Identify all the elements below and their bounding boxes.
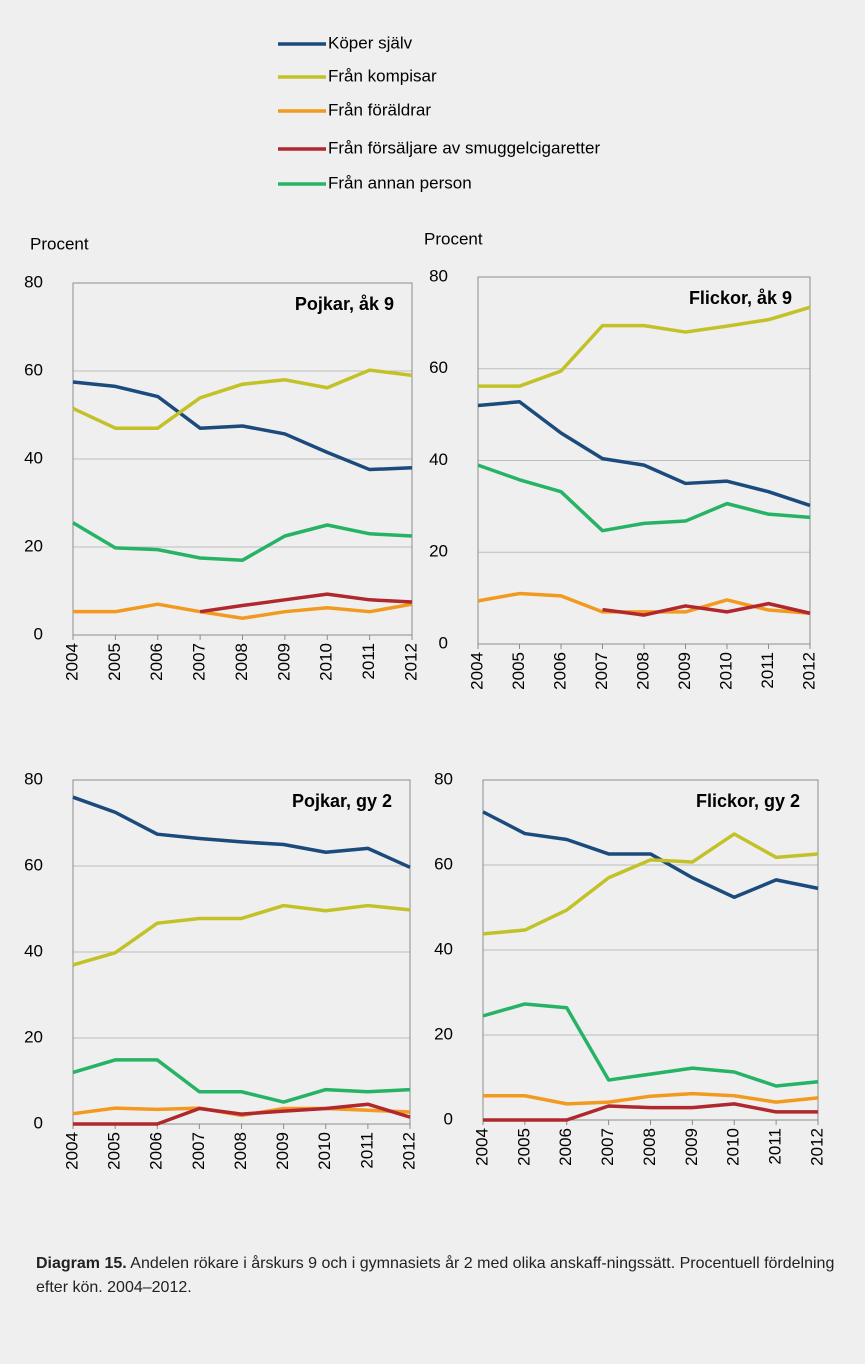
- y-axis-label: Procent: [30, 234, 89, 253]
- panel-title: Flickor, gy 2: [696, 791, 800, 811]
- x-tick-label: 2012: [807, 1128, 826, 1166]
- x-tick-label: 2010: [716, 652, 735, 690]
- line-series: [72, 368, 413, 430]
- x-tick-label: 2011: [758, 652, 777, 689]
- legend-label: Köper själv: [328, 33, 413, 52]
- legend-label: Från försäljare av smuggelcigaretter: [328, 138, 600, 157]
- x-tick-label: 2006: [147, 1132, 166, 1170]
- y-tick-label: 40: [24, 941, 43, 960]
- x-tick-label: 2007: [189, 1132, 208, 1170]
- x-tick-label: 2010: [724, 1128, 743, 1166]
- y-tick-label: 0: [34, 1113, 43, 1132]
- x-tick-label: 2012: [799, 652, 818, 690]
- caption: Diagram 15. Andelen rökare i årskurs 9 o…: [36, 1252, 836, 1300]
- x-tick-label: 2005: [105, 1132, 124, 1170]
- y-tick-label: 20: [24, 536, 43, 555]
- x-tick-label: 2012: [401, 643, 420, 681]
- line-series: [199, 592, 413, 614]
- y-tick-label: 20: [434, 1024, 453, 1043]
- line-series: [72, 380, 413, 472]
- x-tick-label: 2008: [231, 1132, 250, 1170]
- x-tick-label: 2008: [640, 1128, 659, 1166]
- x-tick-label: 2005: [509, 652, 528, 690]
- x-tick-label: 2009: [274, 643, 293, 681]
- x-tick-label: 2008: [232, 643, 251, 681]
- line-series: [482, 810, 819, 900]
- x-tick-label: 2011: [359, 643, 378, 680]
- legend-label: Från föräldrar: [328, 100, 431, 119]
- x-tick-label: 2009: [675, 652, 694, 690]
- x-tick-label: 2006: [556, 1128, 575, 1166]
- panel-title: Flickor, åk 9: [689, 288, 792, 308]
- line-series: [72, 521, 413, 562]
- line-series: [482, 832, 819, 936]
- x-tick-label: 2009: [273, 1132, 292, 1170]
- y-tick-label: 60: [434, 854, 453, 873]
- line-series: [483, 1102, 818, 1122]
- y-tick-label: 80: [434, 769, 453, 788]
- x-tick-label: 2010: [315, 1132, 334, 1170]
- x-tick-label: 2004: [62, 643, 81, 681]
- line-series: [73, 602, 413, 621]
- x-tick-label: 2009: [682, 1128, 701, 1166]
- legend-label: Från kompisar: [328, 66, 437, 85]
- x-tick-label: 2007: [190, 643, 209, 681]
- y-tick-label: 0: [444, 1109, 453, 1128]
- line-series: [482, 1002, 819, 1088]
- x-tick-label: 2004: [467, 652, 486, 690]
- y-tick-label: 80: [429, 266, 448, 285]
- x-tick-label: 2006: [550, 652, 569, 690]
- x-tick-label: 2007: [592, 652, 611, 690]
- x-tick-label: 2005: [105, 643, 124, 681]
- caption-text: Andelen rökare i årskurs 9 och i gymnasi…: [36, 1255, 835, 1296]
- x-tick-label: 2004: [472, 1128, 491, 1166]
- x-tick-label: 2012: [399, 1132, 418, 1170]
- y-tick-label: 60: [24, 855, 43, 874]
- y-tick-label: 20: [429, 542, 448, 561]
- y-tick-label: 60: [429, 358, 448, 377]
- line-series: [483, 1091, 819, 1106]
- y-axis-label: Procent: [424, 229, 483, 248]
- line-series: [72, 1058, 411, 1104]
- line-series: [477, 591, 811, 616]
- line-series: [478, 305, 811, 388]
- x-tick-label: 2006: [147, 643, 166, 681]
- y-tick-label: 80: [24, 769, 43, 788]
- y-tick-label: 40: [434, 939, 453, 958]
- x-tick-label: 2007: [598, 1128, 617, 1166]
- x-tick-label: 2005: [514, 1128, 533, 1166]
- y-tick-label: 40: [429, 450, 448, 469]
- line-series: [72, 795, 411, 869]
- y-tick-label: 40: [24, 448, 43, 467]
- caption-label: Diagram 15.: [36, 1255, 127, 1272]
- legend-label: Från annan person: [328, 173, 472, 192]
- x-tick-label: 2011: [357, 1132, 376, 1169]
- y-tick-label: 60: [24, 360, 43, 379]
- y-tick-label: 20: [24, 1027, 43, 1046]
- panel-title: Pojkar, åk 9: [295, 294, 394, 314]
- line-series: [477, 400, 811, 508]
- line-series: [602, 601, 811, 617]
- line-series: [72, 903, 411, 967]
- panel-title: Pojkar, gy 2: [292, 791, 392, 811]
- y-tick-label: 80: [24, 272, 43, 291]
- x-tick-label: 2011: [766, 1128, 785, 1165]
- x-tick-label: 2008: [633, 652, 652, 690]
- line-series: [477, 463, 811, 533]
- x-tick-label: 2010: [317, 643, 336, 681]
- y-tick-label: 0: [439, 633, 448, 652]
- x-tick-label: 2004: [62, 1132, 81, 1170]
- y-tick-label: 0: [34, 624, 43, 643]
- line-series: [73, 1102, 411, 1126]
